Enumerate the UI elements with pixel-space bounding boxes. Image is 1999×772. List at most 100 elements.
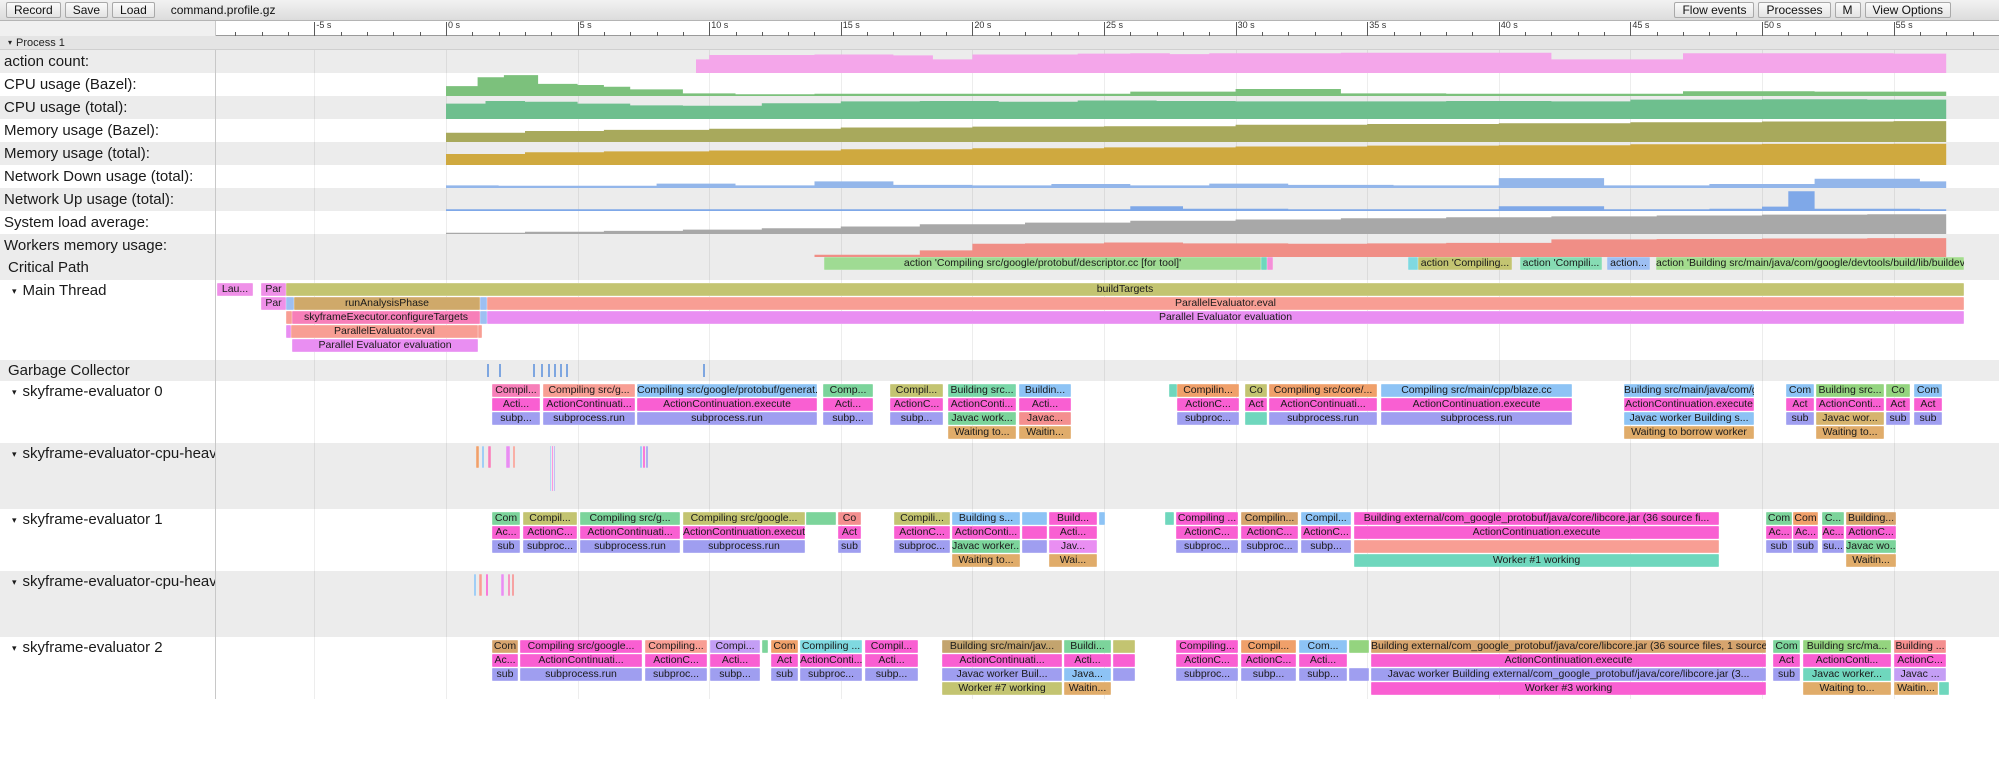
- slice[interactable]: [488, 446, 491, 468]
- slice[interactable]: Building...: [1846, 512, 1896, 525]
- slice-canvas[interactable]: action 'Compiling src/google/protobuf/de…: [216, 257, 1999, 280]
- slice[interactable]: Building external/com_google_protobuf/ja…: [1354, 512, 1719, 525]
- slice[interactable]: Com: [771, 640, 798, 653]
- slice[interactable]: Co: [1245, 384, 1267, 397]
- slice[interactable]: Co: [838, 512, 861, 525]
- slice[interactable]: subp...: [890, 412, 943, 425]
- slice[interactable]: subprocess.run: [580, 540, 680, 553]
- slice[interactable]: [482, 446, 484, 468]
- slice[interactable]: Comp...: [823, 384, 873, 397]
- slice[interactable]: Acti...: [1064, 654, 1111, 667]
- slice[interactable]: Compiling...: [645, 640, 707, 653]
- slice[interactable]: Javac wo...: [1846, 540, 1896, 553]
- slice[interactable]: ParallelEvaluator.eval: [487, 297, 1964, 310]
- view-options-button[interactable]: View Options: [1864, 2, 1951, 18]
- slice[interactable]: Building src/ma...: [1803, 640, 1891, 653]
- slice[interactable]: action 'Building src/main/java/com/googl…: [1656, 257, 1964, 270]
- gc-slice[interactable]: [541, 364, 543, 377]
- slice[interactable]: [513, 446, 515, 468]
- slice[interactable]: sub: [1793, 540, 1818, 553]
- slice[interactable]: ActionC...: [890, 398, 943, 411]
- slice[interactable]: [1261, 257, 1267, 270]
- slice[interactable]: [554, 446, 555, 491]
- counter-canvas[interactable]: [216, 211, 1999, 234]
- slice[interactable]: ActionC...: [1177, 398, 1239, 411]
- slice[interactable]: subp...: [865, 668, 918, 681]
- chevron-down-icon[interactable]: ▾: [12, 387, 17, 397]
- thread-track[interactable]: Critical Path action 'Compiling src/googl…: [0, 257, 1999, 280]
- slice[interactable]: Act: [1914, 398, 1942, 411]
- slice-canvas[interactable]: Compil... Compiling src/g... Compiling src…: [216, 381, 1999, 443]
- slice[interactable]: Acti...: [492, 398, 540, 411]
- flow-events-button[interactable]: Flow events: [1674, 2, 1755, 18]
- slice[interactable]: subprocess.run: [520, 668, 642, 681]
- slice[interactable]: ActionConti...: [952, 526, 1020, 539]
- slice[interactable]: [1245, 412, 1267, 425]
- slice[interactable]: Act: [1773, 654, 1800, 667]
- slice[interactable]: [1022, 526, 1047, 539]
- slice[interactable]: sub: [492, 540, 520, 553]
- slice[interactable]: [1022, 512, 1047, 525]
- slice[interactable]: ActionC...: [1846, 526, 1896, 539]
- counter-track[interactable]: action count:: [0, 50, 1999, 73]
- slice[interactable]: Compil...: [1241, 640, 1296, 653]
- slice[interactable]: Buildin...: [1019, 384, 1071, 397]
- slice[interactable]: Compiling src/google...: [520, 640, 642, 653]
- counter-canvas[interactable]: [216, 73, 1999, 96]
- slice[interactable]: ActionContinuati...: [580, 526, 680, 539]
- slice[interactable]: Compiling...: [1176, 640, 1238, 653]
- slice[interactable]: Acti...: [823, 398, 873, 411]
- slice[interactable]: [1349, 668, 1369, 681]
- slice[interactable]: subproc...: [645, 668, 707, 681]
- counter-track[interactable]: Network Up usage (total):: [0, 188, 1999, 211]
- slice[interactable]: [286, 311, 292, 324]
- slice-canvas[interactable]: [216, 571, 1999, 637]
- slice[interactable]: ActionConti...: [948, 398, 1016, 411]
- counter-track[interactable]: Workers memory usage:: [0, 234, 1999, 257]
- slice[interactable]: skyframeExecutor.configureTargets: [292, 311, 480, 324]
- slice[interactable]: Acti...: [1299, 654, 1347, 667]
- slice[interactable]: Javac worker...: [952, 540, 1020, 553]
- slice[interactable]: sub: [1766, 540, 1792, 553]
- slice[interactable]: Compil...: [890, 384, 943, 397]
- slice[interactable]: sub: [492, 668, 518, 681]
- slice-canvas[interactable]: [216, 360, 1999, 381]
- slice[interactable]: Build...: [1049, 512, 1097, 525]
- slice[interactable]: Javac work...: [948, 412, 1016, 425]
- counter-canvas[interactable]: [216, 165, 1999, 188]
- slice[interactable]: Parallel Evaluator evaluation: [487, 311, 1964, 324]
- slice[interactable]: ActionContinuation.execute: [683, 526, 805, 539]
- slice[interactable]: Javac worker Building external/com_googl…: [1371, 668, 1766, 681]
- slice[interactable]: ActionC...: [645, 654, 707, 667]
- slice[interactable]: subp...: [823, 412, 873, 425]
- slice[interactable]: sub: [838, 540, 861, 553]
- slice[interactable]: Waitin...: [1894, 682, 1938, 695]
- slice[interactable]: Com...: [1299, 640, 1347, 653]
- slice[interactable]: Compil...: [865, 640, 918, 653]
- counter-canvas[interactable]: [216, 119, 1999, 142]
- thread-track[interactable]: ▾ Main Thread Lau... Par buildTargets Par runA…: [0, 280, 1999, 360]
- slice[interactable]: ParallelEvaluator.eval: [291, 325, 478, 338]
- chevron-down-icon[interactable]: ▾: [12, 577, 17, 587]
- slice[interactable]: Javac ...: [1894, 668, 1946, 681]
- slice[interactable]: ActionConti...: [1816, 398, 1884, 411]
- slice[interactable]: subprocess.run: [683, 540, 805, 553]
- slice[interactable]: subprocess.run: [543, 412, 635, 425]
- slice[interactable]: Waiting to...: [1803, 682, 1891, 695]
- thread-track[interactable]: ▾ skyframe-evaluator 0 Compil... Compiling …: [0, 381, 1999, 443]
- slice[interactable]: subp...: [1301, 540, 1351, 553]
- slice[interactable]: Jav...: [1049, 540, 1097, 553]
- process-group-header[interactable]: ▾ Process 1: [0, 36, 1999, 50]
- slice[interactable]: [501, 574, 504, 596]
- slice[interactable]: [1022, 540, 1047, 553]
- thread-track[interactable]: ▾ skyframe-evaluator 2 Com Compiling src/go…: [0, 637, 1999, 699]
- slice[interactable]: subprocess.run: [637, 412, 817, 425]
- slice[interactable]: Compil...: [1301, 512, 1351, 525]
- slice[interactable]: [286, 297, 294, 310]
- counter-track[interactable]: CPU usage (total):: [0, 96, 1999, 119]
- slice[interactable]: Compiling src/main/cpp/blaze.cc: [1381, 384, 1572, 397]
- slice[interactable]: subp...: [1241, 668, 1296, 681]
- slice[interactable]: ActionC...: [1241, 654, 1296, 667]
- slice[interactable]: Waiting to...: [948, 426, 1016, 439]
- slice[interactable]: Compili...: [894, 512, 950, 525]
